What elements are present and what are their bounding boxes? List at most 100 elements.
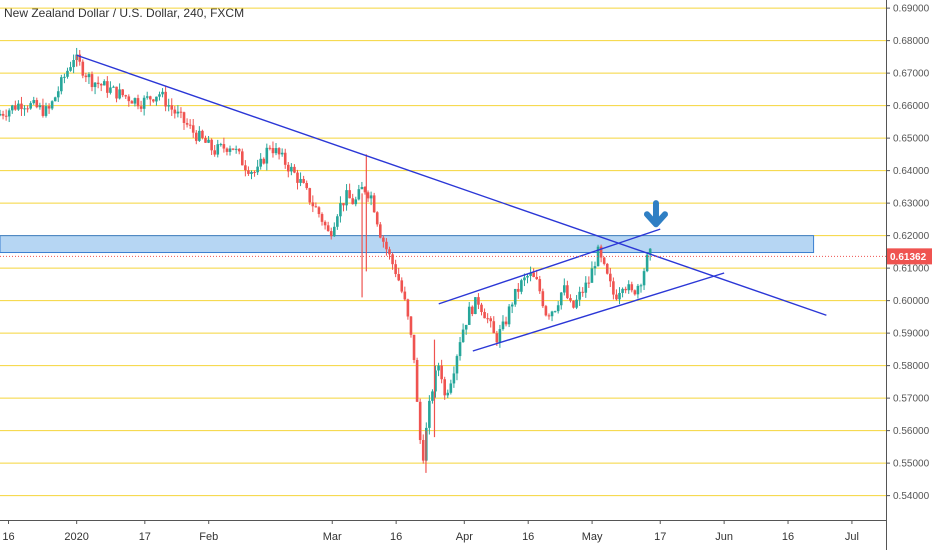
candle-body [599, 246, 603, 258]
candle-body [483, 311, 486, 319]
candle-body [237, 148, 241, 152]
candle-body [213, 150, 216, 155]
candle-body [602, 257, 606, 264]
candle-body [161, 91, 164, 95]
candle-body [342, 203, 345, 206]
candle-body [290, 166, 293, 172]
chart-title: New Zealand Dollar / U.S. Dollar, 240, F… [4, 6, 245, 20]
time-tick-label: Jul [845, 531, 859, 543]
candle-body [323, 221, 327, 226]
candle-body [311, 202, 315, 207]
candle-body [124, 95, 128, 97]
candle-body [121, 89, 124, 96]
candle-body [72, 60, 75, 68]
candle-body [489, 318, 493, 322]
candle-body [283, 152, 287, 165]
trendlines [0, 54, 886, 352]
price-tick-label: 0.57000 [893, 394, 930, 405]
candle-body [191, 125, 195, 133]
candle-body [397, 274, 400, 281]
candle-body [553, 311, 557, 313]
price-tick-label: 0.58000 [893, 361, 930, 372]
candle-body [4, 115, 8, 117]
price-tick-label: 0.65000 [893, 134, 930, 145]
candle-body [176, 111, 180, 114]
candle-body [231, 148, 235, 150]
candle-body [188, 124, 192, 126]
price-tick-label: 0.54000 [893, 491, 930, 502]
candle-body [182, 112, 186, 123]
candle-body [38, 105, 42, 108]
time-tick-label: 2020 [64, 531, 88, 543]
candle-body [219, 144, 223, 146]
candle-body [501, 321, 505, 330]
time-tick-label: 16 [390, 531, 402, 543]
candle-body [415, 359, 419, 402]
candle-body [155, 96, 158, 102]
candle-body [369, 195, 373, 199]
time-tick-label: 17 [654, 531, 666, 543]
candle-body [605, 263, 609, 274]
candle-body [60, 77, 63, 92]
candle-body [210, 139, 213, 151]
candle-body [274, 148, 278, 154]
candle-body [504, 321, 508, 325]
candle-body [293, 166, 296, 173]
candle-body [280, 152, 284, 155]
candle-body [268, 147, 272, 149]
candle-body [112, 86, 115, 88]
candle-body [449, 383, 453, 393]
price-tick-label: 0.61000 [893, 264, 930, 275]
candle-body [477, 297, 480, 305]
time-tick-label: Jun [715, 531, 733, 543]
candle-body [7, 110, 11, 117]
candle-body [225, 148, 229, 152]
candle-body [265, 147, 269, 164]
candle-body [372, 195, 376, 213]
candle-body [520, 280, 523, 292]
candle-body [63, 76, 66, 78]
candle-body [523, 277, 526, 281]
candle-body [360, 186, 364, 190]
candle-body [271, 148, 275, 154]
candle-body [139, 106, 143, 109]
candle-body [250, 171, 253, 174]
candle-body [575, 299, 578, 308]
candle-body [87, 74, 91, 78]
candle-body [262, 158, 266, 164]
candle-body [412, 334, 416, 360]
candle-body [118, 89, 121, 99]
candle-body [513, 288, 517, 305]
candle-body [550, 311, 554, 317]
price-tick-label: 0.66000 [893, 101, 930, 112]
price-tick-label: 0.55000 [893, 459, 930, 470]
candle-body [23, 108, 26, 110]
candle-body [566, 285, 569, 299]
candle-body [10, 105, 14, 111]
current-price-tag [887, 248, 932, 265]
candle-body [115, 86, 118, 99]
candle-body [29, 103, 32, 109]
price-tick-label: 0.63000 [893, 199, 930, 210]
candle-body [593, 266, 597, 269]
candle-body [308, 188, 312, 203]
candle-body [329, 231, 333, 237]
candle-body [385, 241, 388, 250]
price-axis: 0.69000 0.68000 0.67000 0.66000 0.65000 0.640… [886, 0, 932, 550]
candle-body [326, 225, 330, 232]
candle-body [53, 97, 57, 102]
candle-body [164, 91, 167, 107]
candle-body [158, 94, 161, 97]
candle-body [437, 365, 440, 371]
resistance-zone [0, 235, 815, 254]
candle-body [452, 373, 456, 384]
candle-body [633, 290, 637, 295]
candle-body [612, 281, 615, 295]
trendline [438, 228, 661, 305]
candle-body [336, 216, 339, 227]
trendline [472, 272, 725, 352]
candle-body [624, 288, 627, 291]
candle-body [409, 316, 413, 335]
candle-body [366, 192, 370, 199]
